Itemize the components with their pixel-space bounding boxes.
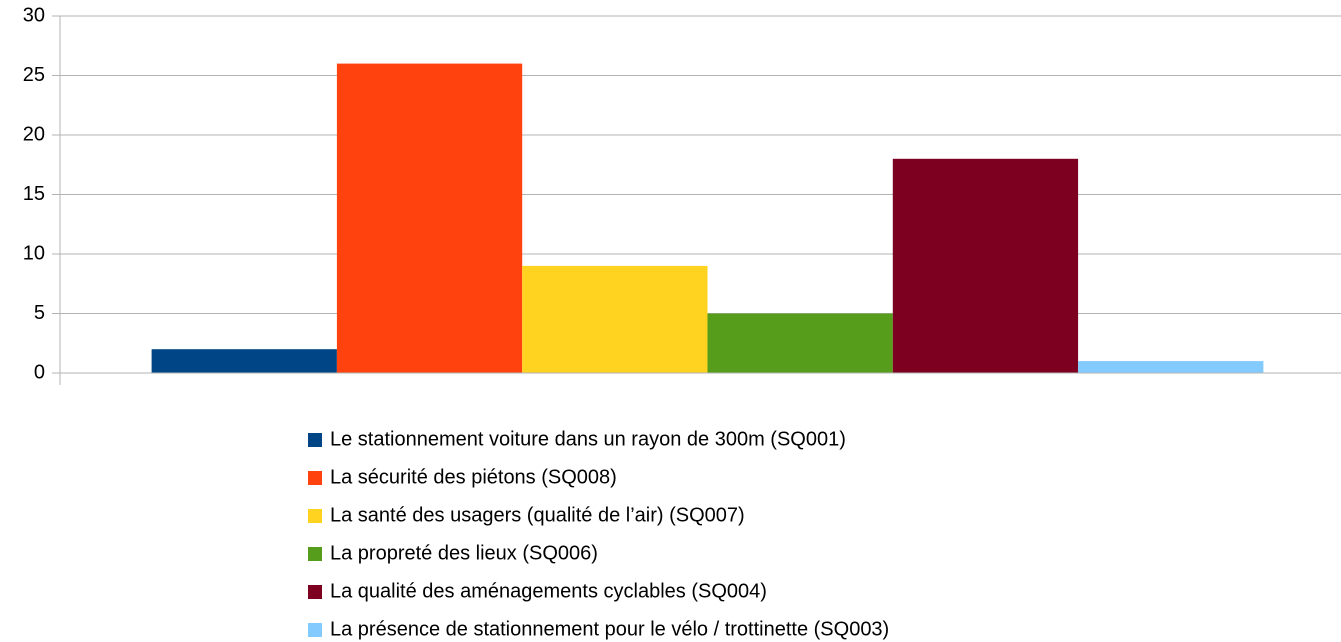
y-tick-label: 0 (34, 361, 45, 383)
bar (336, 63, 523, 373)
legend-swatch (308, 509, 322, 523)
bar (151, 349, 337, 373)
y-tick-label: 10 (23, 242, 45, 264)
y-tick-label: 15 (23, 183, 45, 205)
legend-label: La sécurité des piétons (SQ008) (330, 466, 617, 488)
y-tick-label: 20 (23, 123, 45, 145)
y-tick-label: 25 (23, 64, 45, 86)
legend-label: Le stationnement voiture dans un rayon d… (330, 428, 846, 450)
bar (892, 158, 1079, 373)
legend-swatch (308, 433, 322, 447)
legend-label: La santé des usagers (qualité de l’air) … (330, 504, 745, 526)
legend-label: La présence de stationnement pour le vél… (330, 618, 889, 640)
legend-label: La qualité des aménagements cyclables (S… (330, 580, 767, 602)
bar (1078, 361, 1264, 373)
legend-swatch (308, 623, 322, 637)
legend-swatch (308, 547, 322, 561)
y-tick-label: 5 (34, 302, 45, 324)
y-tick-label: 30 (23, 4, 45, 26)
legend-swatch (308, 585, 322, 599)
bar (522, 265, 708, 373)
bar (707, 313, 893, 373)
legend-label: La propreté des lieux (SQ006) (330, 542, 598, 564)
legend-swatch (308, 471, 322, 485)
